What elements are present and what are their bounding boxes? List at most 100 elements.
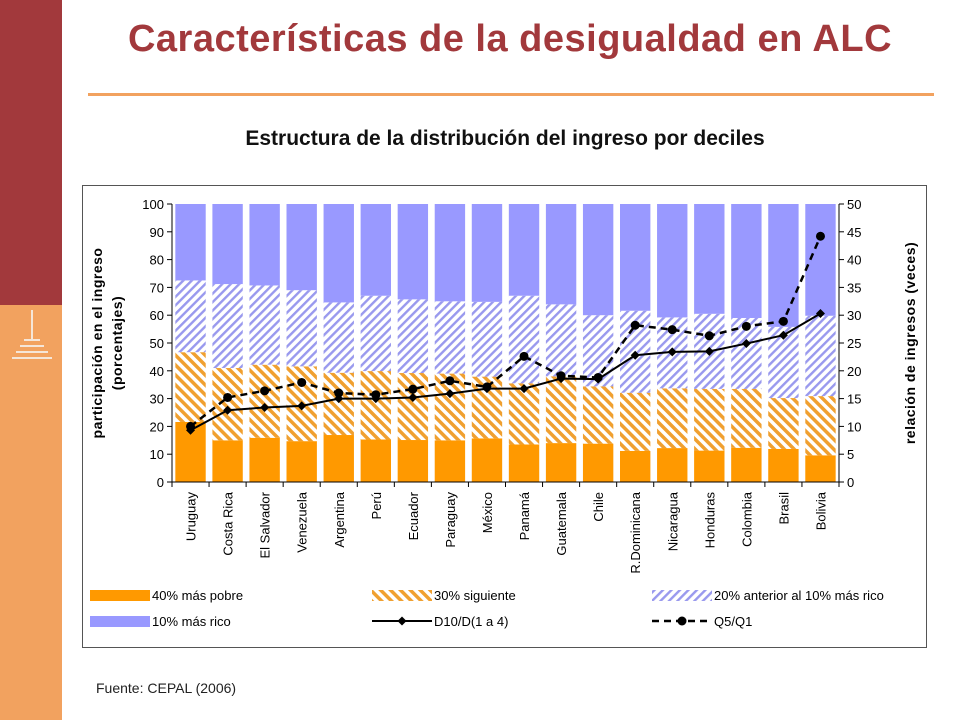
bar-2-bolivia: [805, 396, 836, 456]
q5-q1-point: [630, 320, 640, 330]
d10-d1-4-point: [741, 339, 751, 349]
y2-tick-label: 20: [847, 364, 861, 379]
bar-1-brasil: [768, 448, 799, 482]
y-tick-label: 20: [150, 419, 164, 434]
x-tick-label: Nicaragua: [665, 491, 680, 551]
x-tick-label: Honduras: [702, 492, 717, 549]
x-tick-label: Chile: [591, 492, 606, 522]
q5-q1-point: [371, 390, 381, 400]
q5-q1-point: [519, 351, 529, 361]
bar-3-panam: [508, 295, 540, 384]
q5-q1-point: [445, 376, 455, 386]
sidebar-bottom-band: [0, 305, 62, 720]
title-divider: [88, 93, 934, 96]
y-tick-label: 40: [150, 364, 164, 379]
bar-4-panam: [508, 204, 540, 296]
bar-2-elsalvador: [249, 364, 280, 438]
x-tick-label: Costa Rica: [221, 491, 236, 555]
bar-3-ecuador: [397, 299, 429, 374]
bar-3-guatemala: [545, 304, 577, 377]
bar-1-costarica: [212, 440, 243, 482]
income-distribution-chart: 0 10 20 30 40 50 60 70 80 90 100 0 5 10 15 20 25 30 35 40 45…: [89, 197, 918, 629]
x-tick-label: Bolivia: [813, 491, 828, 530]
bar-3-argentina: [323, 302, 354, 373]
bar-3-venezuela: [286, 290, 317, 367]
bar-4-paraguay: [434, 204, 466, 302]
d10-d1-4-line: [190, 312, 821, 432]
y2-tick-label: 50: [847, 197, 861, 212]
legend-swatch: [90, 590, 150, 601]
bar-4-venezuela: [286, 204, 317, 291]
bar-3-per: [360, 295, 391, 372]
bar-2-chile: [582, 386, 614, 444]
bar-4-costarica: [212, 204, 243, 285]
q5-q1-point: [186, 421, 196, 431]
bar-1-paraguay: [434, 440, 466, 482]
bar-1-per: [360, 439, 391, 482]
bar-4-argentina: [323, 204, 354, 303]
q5-q1-point: [223, 392, 233, 402]
bar-1-honduras: [694, 450, 725, 482]
x-tick-label: Panamá: [517, 491, 532, 540]
bar-2-colombia: [731, 388, 762, 448]
legend-label: 10% más rico: [152, 614, 231, 629]
d10-d1-4-point: [667, 347, 677, 357]
bar-3-bolivia: [805, 315, 836, 397]
d10-d1-4-point: [297, 401, 307, 411]
bar-2-rdominicana: [620, 392, 651, 451]
y-tick-label: 90: [150, 225, 164, 240]
bar-4-elsalvador: [249, 204, 280, 286]
bar-4-ecuador: [397, 204, 429, 300]
y2-tick-label: 45: [847, 225, 861, 240]
legend-label: 30% siguiente: [434, 588, 516, 603]
d10-d1-4-point: [815, 309, 825, 319]
bar-4-nicaragua: [657, 204, 688, 318]
bar-1-panam: [508, 444, 540, 482]
y-tick-label: 30: [150, 392, 164, 407]
d10-d1-4-point: [630, 350, 640, 360]
q5-q1-point: [556, 371, 566, 381]
bar-1-ecuador: [397, 440, 429, 482]
y-tick-label: 10: [150, 447, 164, 462]
bar-2-brasil: [768, 398, 799, 449]
d10-d1-4-point: [778, 330, 788, 340]
bar-3-costarica: [212, 284, 243, 369]
y2-tick-label: 35: [847, 280, 861, 295]
bar-4-bolivia: [805, 204, 836, 316]
y-axis-subtitle: (porcentajes): [109, 296, 125, 390]
q5-q1-point: [667, 325, 677, 335]
y2-axis-title: relación de ingresos (veces): [902, 242, 918, 444]
d10-d1-4-point: [519, 384, 529, 394]
bar-2-nicaragua: [657, 388, 688, 449]
bar-1-rdominicana: [620, 450, 651, 482]
bar-4-honduras: [694, 204, 725, 314]
y2-tick-label: 10: [847, 419, 861, 434]
x-tick-label: Paraguay: [443, 492, 458, 548]
legend-marker: [397, 616, 407, 626]
source-note: Fuente: CEPAL (2006): [96, 680, 237, 696]
x-tick-label: Guatemala: [554, 491, 569, 555]
y-tick-label: 100: [142, 197, 164, 212]
x-tick-label: Perú: [369, 492, 384, 519]
q5-q1-point: [815, 231, 825, 241]
bar-1-elsalvador: [249, 437, 280, 482]
q5-q1-point: [260, 386, 270, 396]
bar-4-rdominicana: [620, 204, 651, 311]
x-tick-label: Ecuador: [406, 491, 421, 540]
d10-d1-4-point: [223, 405, 233, 415]
d10-d1-4-point: [408, 392, 418, 402]
y-tick-label: 0: [157, 475, 164, 490]
bar-1-colombia: [731, 447, 762, 482]
bar-1-bolivia: [805, 455, 836, 482]
page-title: Características de la desigualdad en ALC: [127, 18, 893, 60]
x-tick-label: R.Dominicana: [628, 491, 643, 573]
q5-q1-point: [704, 331, 714, 341]
y2-tick-label: 30: [847, 308, 861, 323]
bar-3-mxico: [471, 301, 503, 377]
bar-2-costarica: [212, 368, 243, 441]
bar-3-elsalvador: [249, 285, 280, 365]
bar-1-argentina: [323, 435, 354, 482]
y-tick-label: 50: [150, 336, 164, 351]
bar-4-per: [360, 204, 391, 296]
legend-swatch: [652, 590, 712, 601]
